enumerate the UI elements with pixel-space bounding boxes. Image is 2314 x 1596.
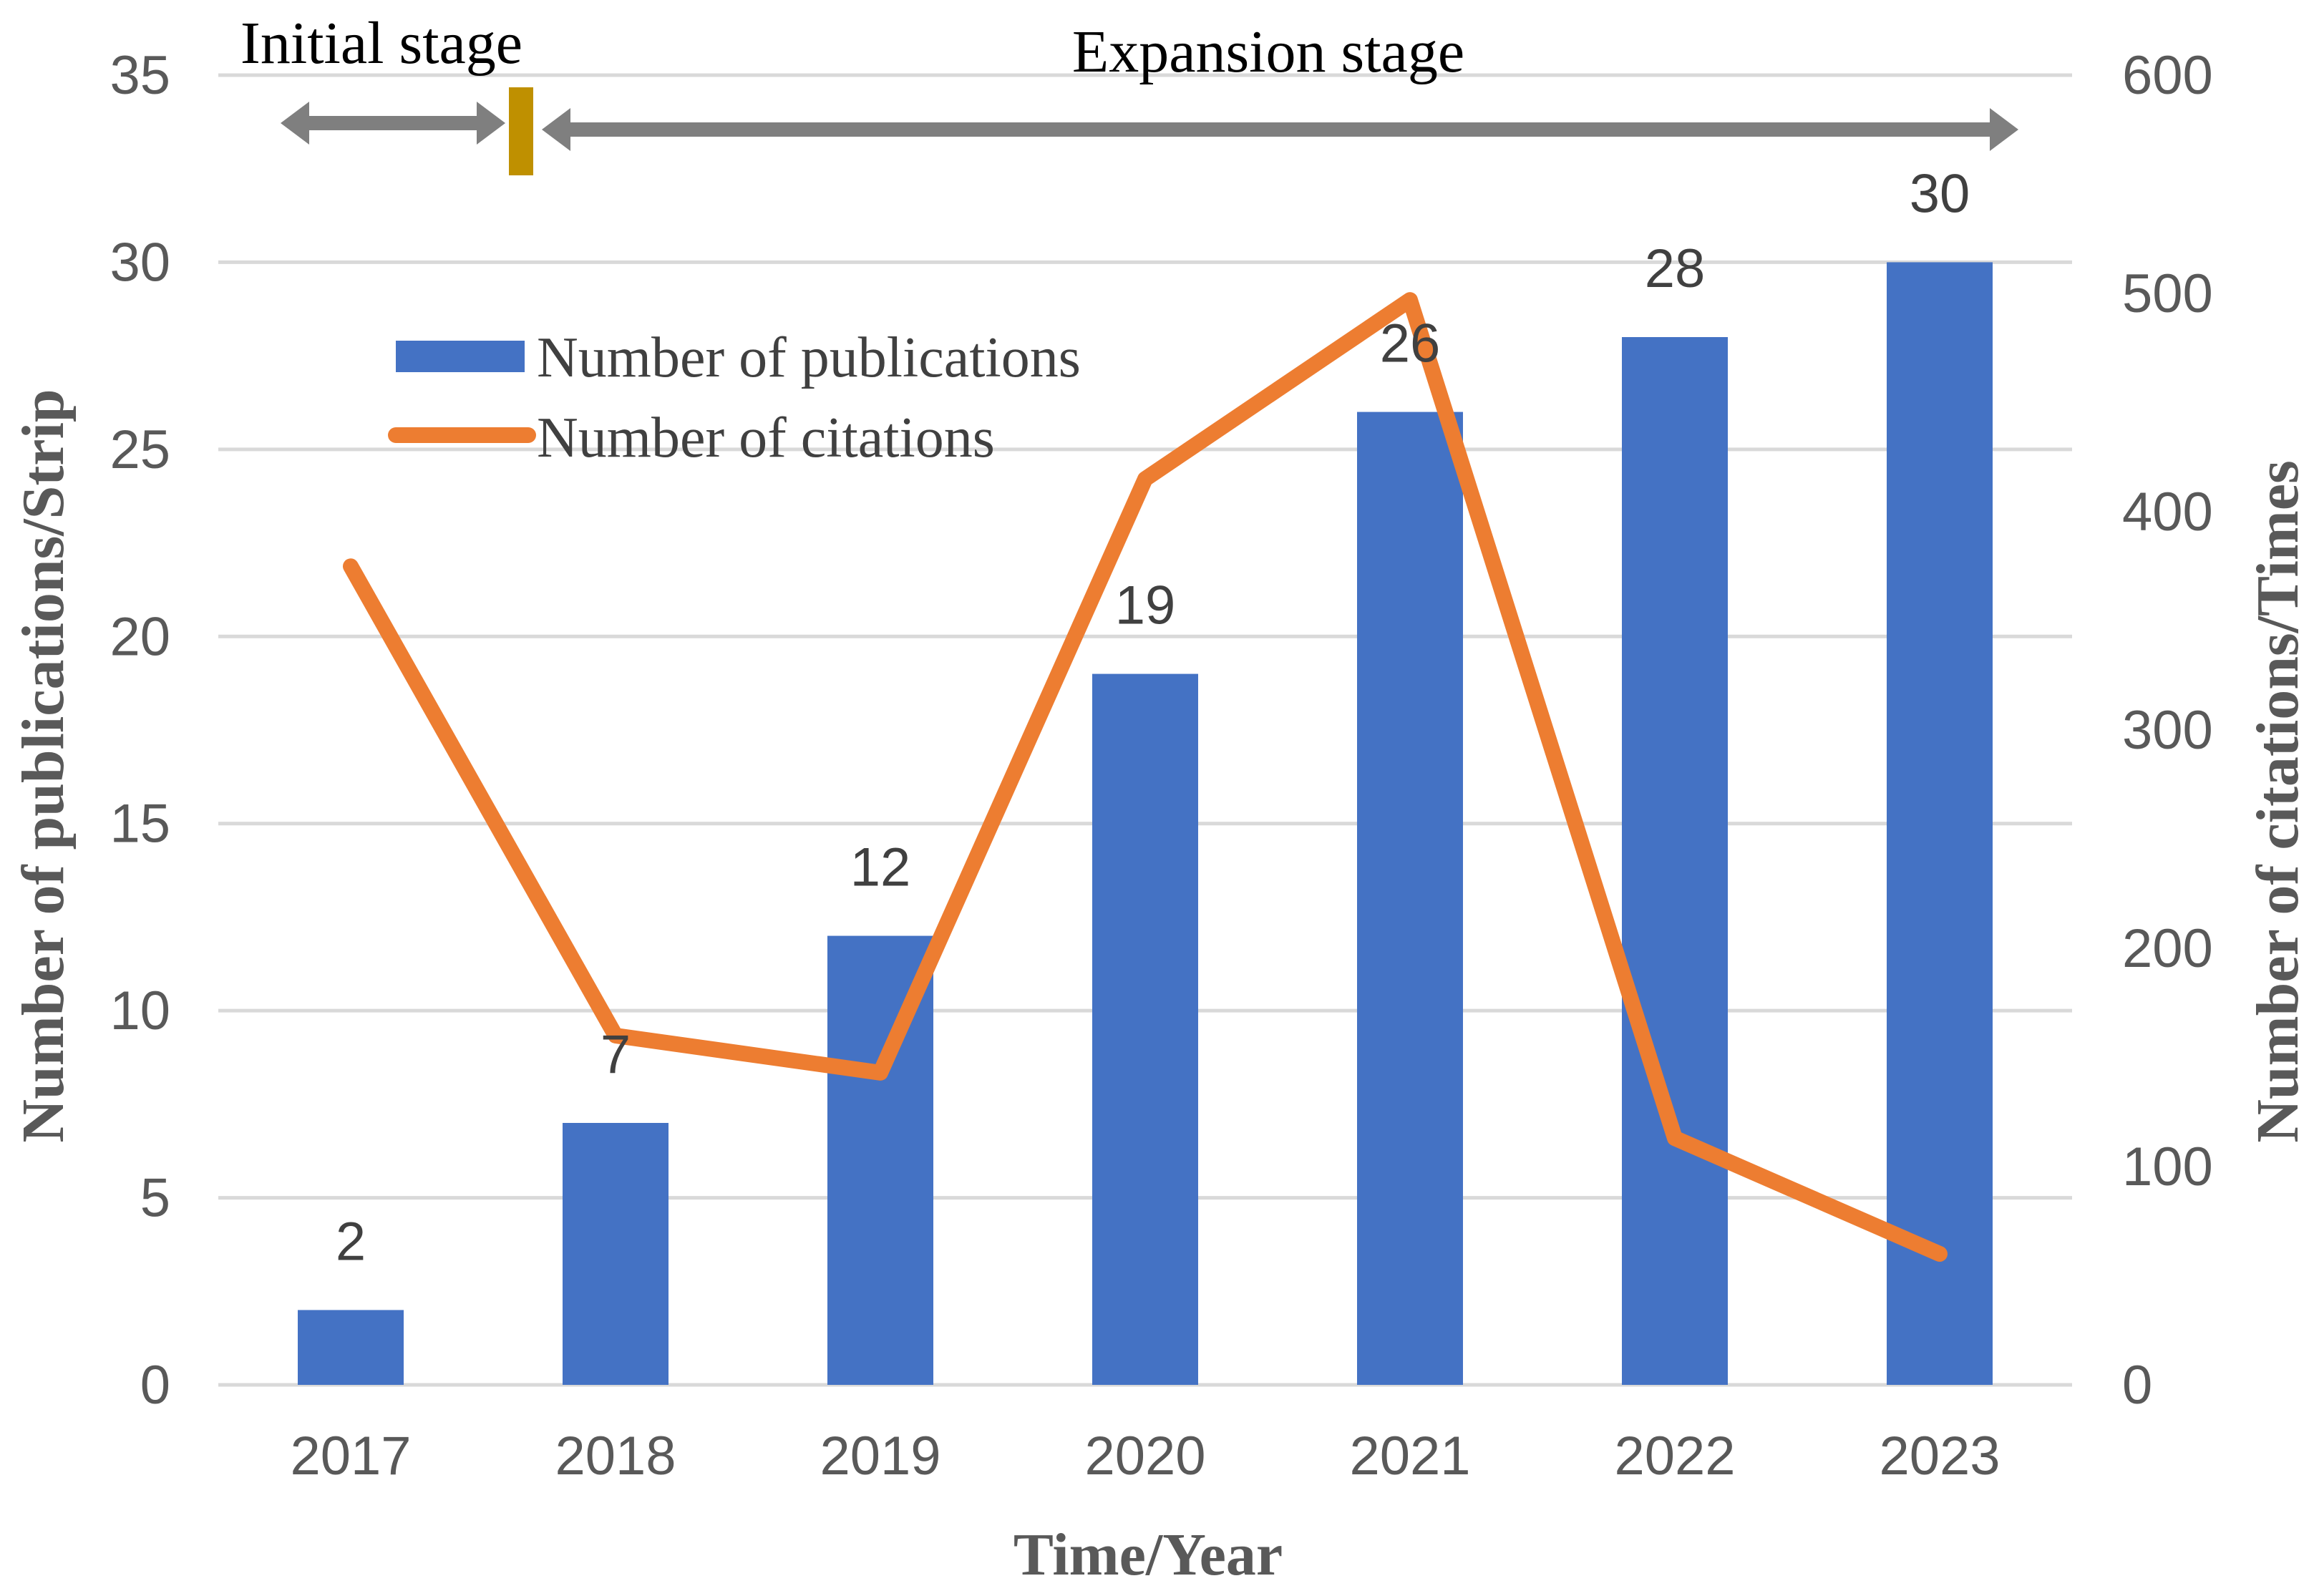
legend-label-publications: Number of publications xyxy=(537,326,1081,389)
x-tick-label: 2020 xyxy=(1084,1426,1205,1486)
bar-2023 xyxy=(1887,262,1993,1385)
bar-2022 xyxy=(1622,337,1728,1385)
x-tick-label: 2017 xyxy=(290,1426,411,1486)
x-tick-label: 2022 xyxy=(1614,1426,1735,1486)
bar-2017 xyxy=(298,1310,404,1385)
stage-divider xyxy=(509,87,533,175)
expansion-stage-label: Expansion stage xyxy=(1072,19,1464,85)
citation-point-2021 xyxy=(1409,299,1411,301)
citation-point-2019 xyxy=(880,1071,881,1074)
bar-2021 xyxy=(1357,412,1463,1385)
y-tick-label: 15 xyxy=(110,794,170,855)
citation-point-2020 xyxy=(1144,478,1146,480)
y-tick-label: 25 xyxy=(110,419,170,480)
x-tick-label: 2021 xyxy=(1349,1426,1470,1486)
right-axis-ticks: 0 100 200 300 400 500 600 xyxy=(2122,45,2213,1416)
bar-label-2021: 26 xyxy=(1380,313,1441,374)
y-tick-label: 35 xyxy=(110,45,170,106)
bar-label-2022: 28 xyxy=(1645,238,1706,299)
legend-swatch-publications xyxy=(396,341,525,372)
y-tick-label: 10 xyxy=(110,981,170,1041)
citation-point-2023 xyxy=(1939,1253,1940,1255)
y2-tick-label: 0 xyxy=(2122,1355,2152,1416)
bar-label-2020: 19 xyxy=(1115,575,1176,636)
initial-stage-label: Initial stage xyxy=(240,10,522,77)
y2-tick-label: 500 xyxy=(2122,263,2213,324)
expansion-stage-arrow-head-right xyxy=(1990,108,2018,151)
bar-2018 xyxy=(563,1123,669,1385)
citation-point-2022 xyxy=(1674,1137,1676,1139)
bar-2020 xyxy=(1092,673,1198,1385)
citation-point-2018 xyxy=(615,1035,616,1036)
legend-label-citations: Number of citations xyxy=(537,407,995,469)
y-tick-label: 20 xyxy=(110,606,170,667)
y2-tick-label: 300 xyxy=(2122,700,2213,761)
bar-data-labels: 2 7 12 19 26 28 30 xyxy=(336,163,1970,1272)
x-axis-title: Time/Year xyxy=(1013,1522,1283,1588)
y2-tick-label: 200 xyxy=(2122,918,2213,979)
x-tick-label: 2018 xyxy=(555,1426,676,1486)
y2-tick-label: 400 xyxy=(2122,482,2213,542)
y-axis-title: Number of publications/Strip xyxy=(10,389,77,1142)
left-axis-ticks: 0 5 10 15 20 25 30 35 xyxy=(110,45,170,1416)
y2-tick-label: 100 xyxy=(2122,1137,2213,1197)
citation-line xyxy=(343,292,1948,1262)
bar-label-2017: 2 xyxy=(336,1211,366,1272)
expansion-stage-arrow-head-left xyxy=(542,108,570,151)
y2-tick-label: 600 xyxy=(2122,45,2213,106)
initial-stage-arrow-head-left xyxy=(281,102,309,145)
bar-label-2019: 12 xyxy=(850,837,911,898)
y2-axis-title: Number of citations/Times xyxy=(2245,460,2311,1143)
bar-label-2023: 30 xyxy=(1910,163,1970,224)
x-axis-ticks: 2017 2018 2019 2020 2021 2022 2023 xyxy=(290,1426,2000,1486)
x-tick-label: 2023 xyxy=(1879,1426,2000,1486)
stage-annotation: Initial stage Expansion stage xyxy=(240,10,2018,175)
y-tick-label: 0 xyxy=(140,1355,170,1416)
bar-label-2018: 7 xyxy=(601,1024,631,1085)
y-tick-label: 5 xyxy=(140,1168,170,1229)
legend: Number of publications Number of citatio… xyxy=(388,326,1081,469)
x-tick-label: 2019 xyxy=(820,1426,940,1486)
citation-point-2017 xyxy=(350,565,351,568)
y-tick-label: 30 xyxy=(110,232,170,293)
publication-bars xyxy=(298,262,1993,1385)
initial-stage-arrow-head-right xyxy=(477,102,505,145)
